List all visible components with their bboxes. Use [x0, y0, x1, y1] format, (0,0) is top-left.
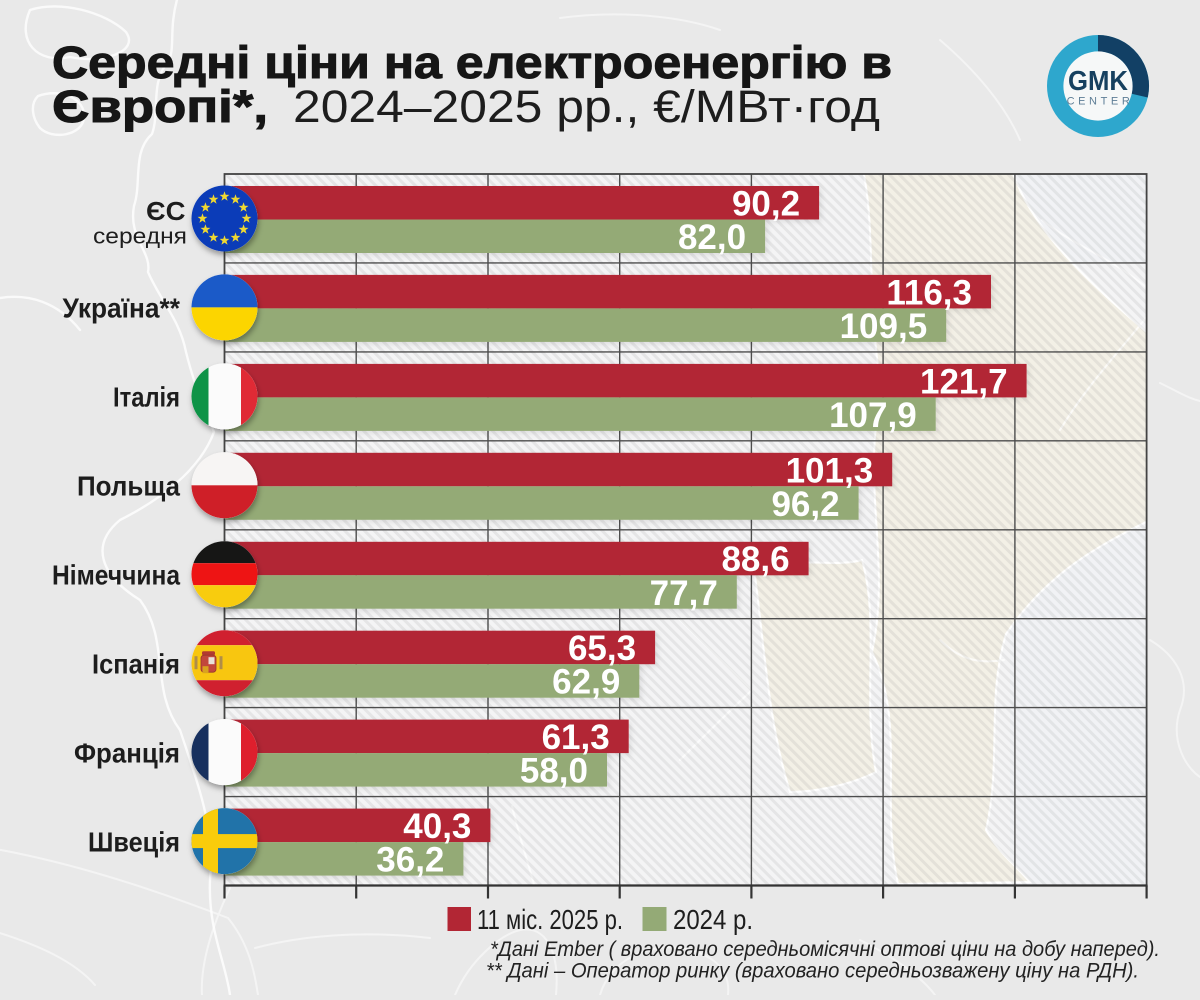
svg-text:Україна**: Україна**	[63, 293, 181, 324]
svg-text:ЄС: ЄС	[146, 196, 186, 226]
svg-text:61,3: 61,3	[542, 718, 610, 757]
svg-text:CENTER: CENTER	[1067, 96, 1134, 108]
svg-text:88,6: 88,6	[721, 540, 789, 579]
svg-text:40,3: 40,3	[403, 807, 471, 846]
svg-text:116,3: 116,3	[886, 273, 972, 312]
svg-text:62,9: 62,9	[552, 663, 620, 702]
svg-text:82,0: 82,0	[678, 218, 746, 257]
svg-text:77,7: 77,7	[650, 574, 718, 613]
svg-text:Швеція: Швеція	[88, 826, 180, 857]
svg-text:101,3: 101,3	[786, 451, 874, 490]
svg-text:96,2: 96,2	[771, 485, 839, 524]
svg-text:2024–2025 рр., €/МВт·год: 2024–2025 рр., €/МВт·год	[293, 81, 880, 132]
svg-text:107,9: 107,9	[829, 396, 917, 435]
svg-text:121,7: 121,7	[920, 362, 1008, 401]
svg-text:Іспанія: Іспанія	[92, 649, 180, 680]
svg-text:11 міс. 2025 р.: 11 міс. 2025 р.	[477, 904, 623, 935]
svg-text:2024 р.: 2024 р.	[673, 904, 753, 935]
svg-text:65,3: 65,3	[568, 629, 636, 668]
svg-text:Європі*,: Європі*,	[52, 81, 268, 132]
svg-text:Італія: Італія	[113, 382, 180, 413]
svg-text:середня: середня	[93, 224, 187, 249]
svg-text:90,2: 90,2	[732, 185, 800, 224]
svg-text:*Дані Ember ( враховано середн: *Дані Ember ( враховано середньомісячні …	[490, 937, 1160, 961]
svg-text:GMK: GMK	[1068, 65, 1128, 96]
svg-text:Середні ціни на електроенергію: Середні ціни на електроенергію в	[52, 37, 892, 88]
svg-text:109,5: 109,5	[840, 307, 928, 346]
svg-text:** Дані – Оператор ринку (врах: ** Дані – Оператор ринку (враховано сере…	[486, 959, 1139, 983]
svg-text:Німеччина: Німеччина	[52, 560, 180, 591]
svg-text:Польща: Польща	[77, 471, 180, 502]
svg-text:36,2: 36,2	[376, 841, 444, 880]
svg-text:58,0: 58,0	[520, 752, 588, 791]
svg-text:Франція: Франція	[74, 737, 180, 768]
